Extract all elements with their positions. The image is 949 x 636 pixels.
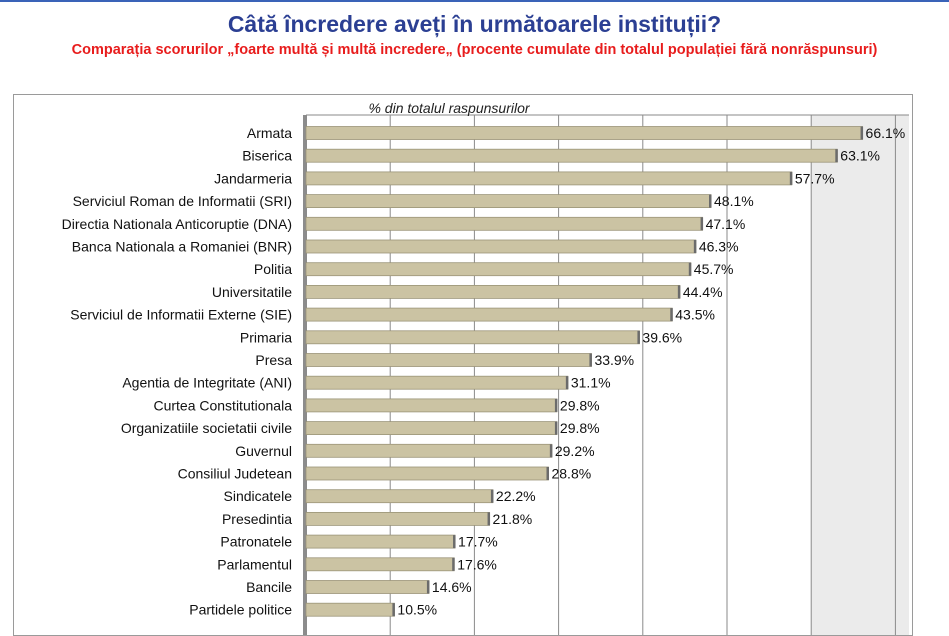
bar-end-cap <box>835 149 838 163</box>
value-label: 17.6% <box>457 556 497 572</box>
bar <box>305 580 430 594</box>
category-label: Banca Nationala a Romaniei (BNR) <box>72 239 292 255</box>
bar-end-cap <box>677 285 681 299</box>
bar-end-cap <box>392 603 395 617</box>
category-label: Partidele politice <box>189 602 292 618</box>
value-label: 57.7% <box>795 170 835 186</box>
bar-end-cap <box>426 580 430 594</box>
bar-end-cap <box>546 467 549 480</box>
bar-end-cap <box>789 171 793 185</box>
category-label: Curtea Constitutionala <box>153 397 292 413</box>
category-label: Jandarmeria <box>214 170 292 186</box>
category-label: Patronatele <box>220 534 292 550</box>
value-label: 45.7% <box>694 261 734 277</box>
bar-end-cap <box>709 194 712 208</box>
value-label: 63.1% <box>840 148 880 164</box>
value-label: 39.6% <box>642 329 682 345</box>
value-label: 43.5% <box>675 307 715 323</box>
bar <box>305 148 838 163</box>
plot-left-wall <box>303 115 307 635</box>
bar <box>305 194 712 208</box>
bar-end-cap <box>860 126 864 140</box>
bar-end-cap <box>487 512 491 526</box>
category-label: Primaria <box>240 329 292 345</box>
bar <box>305 171 793 186</box>
value-label: 29.8% <box>560 397 600 413</box>
value-label: 29.8% <box>560 420 600 436</box>
value-label: 28.8% <box>551 466 591 482</box>
value-label: 47.1% <box>706 216 746 232</box>
bar <box>305 443 553 458</box>
bar-end-cap <box>637 330 640 344</box>
bar-end-cap <box>490 489 494 503</box>
bar <box>305 239 697 254</box>
bar-end-cap <box>549 444 553 458</box>
bar-end-cap <box>589 353 592 367</box>
value-label: 14.6% <box>432 579 472 595</box>
bar <box>305 534 456 549</box>
chart-subtitle: Comparația scorurilor „foarte multă și m… <box>71 42 878 58</box>
category-label: Politia <box>254 261 292 277</box>
category-label: Parlamentul <box>217 556 292 572</box>
category-label: Agentia de Integritate (ANI) <box>122 375 292 391</box>
value-label: 10.5% <box>397 602 437 618</box>
bar-end-cap <box>554 398 558 412</box>
bar <box>305 330 640 345</box>
bar <box>305 216 703 231</box>
category-label: Universitatile <box>212 284 292 300</box>
chart-frame: % din totalul raspunsurilor Armata 66.1% Bi… <box>13 94 913 636</box>
bar <box>305 284 681 299</box>
bar <box>305 307 673 322</box>
value-label: 44.4% <box>683 284 723 300</box>
value-label: 31.1% <box>571 375 611 391</box>
bar-end-cap <box>700 217 704 231</box>
bar-end-cap <box>693 240 697 253</box>
value-label: 46.3% <box>699 239 739 255</box>
value-label: 29.2% <box>555 443 595 459</box>
bar <box>305 421 558 436</box>
chart-title: Câtă încredere aveți în următoarele inst… <box>227 11 722 37</box>
category-label: Presedintia <box>222 511 292 527</box>
bar <box>305 375 569 390</box>
category-label: Serviciul de Informatii Externe (SIE) <box>70 307 292 323</box>
bar-end-cap <box>670 308 673 322</box>
category-label: Sindicatele <box>224 488 293 504</box>
category-label: Presa <box>255 352 292 368</box>
category-label: Organizatiile societatii civile <box>121 420 292 436</box>
value-label: 17.7% <box>458 534 498 550</box>
bar <box>305 489 494 504</box>
category-label: Consiliul Judetean <box>178 466 292 482</box>
plot-background-panel <box>811 115 909 635</box>
bar <box>305 262 692 277</box>
value-label: 22.2% <box>496 488 536 504</box>
bar <box>305 511 490 526</box>
value-label: 48.1% <box>714 193 754 209</box>
bar <box>305 126 863 140</box>
bar-end-cap <box>554 421 558 435</box>
bar-end-cap <box>452 557 455 571</box>
top-rule <box>0 0 949 2</box>
value-label: 33.9% <box>594 352 634 368</box>
bar <box>305 398 558 413</box>
bar-end-cap <box>453 535 456 549</box>
bar-chart: % din totalul raspunsurilor Armata 66.1% Bi… <box>62 100 909 635</box>
bar <box>305 602 395 617</box>
category-label: Biserica <box>242 148 292 164</box>
bar-end-cap <box>565 376 569 390</box>
category-label: Bancile <box>246 579 292 595</box>
bar <box>305 353 592 367</box>
bar-end-cap <box>688 262 692 276</box>
x-axis-title: % din totalul raspunsurilor <box>368 100 530 116</box>
value-label: 66.1% <box>866 125 906 141</box>
value-label: 21.8% <box>493 511 533 527</box>
bar <box>305 557 455 572</box>
category-label: Directia Nationala Anticoruptie (DNA) <box>62 216 292 232</box>
category-label: Serviciul Roman de Informatii (SRI) <box>73 193 292 209</box>
category-label: Guvernul <box>235 443 292 459</box>
category-label: Armata <box>247 125 292 141</box>
bar <box>305 466 549 481</box>
